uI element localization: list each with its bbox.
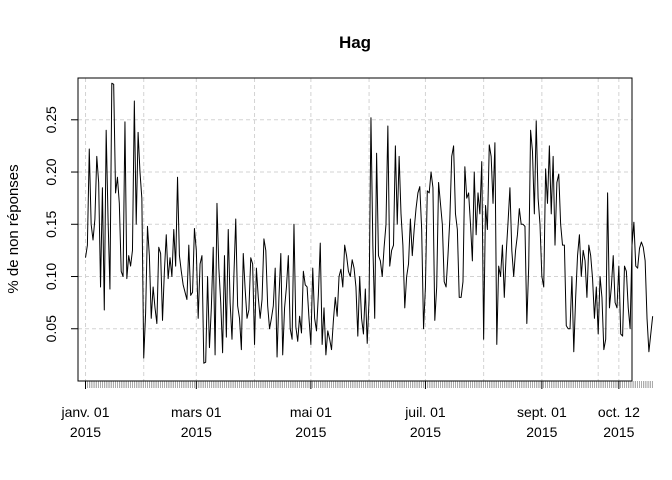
x-tick-label: oct. 12: [598, 404, 640, 420]
chart-title: Hag: [339, 33, 371, 52]
x-tick-label-year: 2015: [526, 424, 557, 440]
series-layer: [85, 82, 654, 364]
x-axis: janv. 01 2015 mars 01 2015 mai 01 2015 juil. 0…: [61, 380, 640, 440]
x-tick-label-year: 2015: [181, 424, 212, 440]
x-tick-label-year: 2015: [410, 424, 441, 440]
y-axis: 0.05 0.10 0.15 0.20 0.25: [43, 106, 79, 342]
series-line: [85, 82, 654, 364]
y-tick-label: 0.25: [43, 106, 59, 133]
y-tick-label: 0.05: [43, 315, 59, 342]
y-tick-label: 0.15: [43, 210, 59, 237]
x-tick-label-year: 2015: [70, 424, 101, 440]
x-tick-label: sept. 01: [517, 404, 567, 420]
x-tick-label-year: 2015: [295, 424, 326, 440]
x-tick-label: mai 01: [290, 404, 332, 420]
x-tick-label: janv. 01: [61, 404, 110, 420]
y-tick-label: 0.20: [43, 158, 59, 185]
x-tick-label-year: 2015: [603, 424, 634, 440]
y-axis-label: % de non réponses: [5, 164, 22, 293]
x-tick-label: mars 01: [171, 404, 222, 420]
x-tick-label: juil. 01: [404, 404, 446, 420]
y-tick-label: 0.10: [43, 263, 59, 290]
x-minor-ticks: [85, 381, 653, 388]
